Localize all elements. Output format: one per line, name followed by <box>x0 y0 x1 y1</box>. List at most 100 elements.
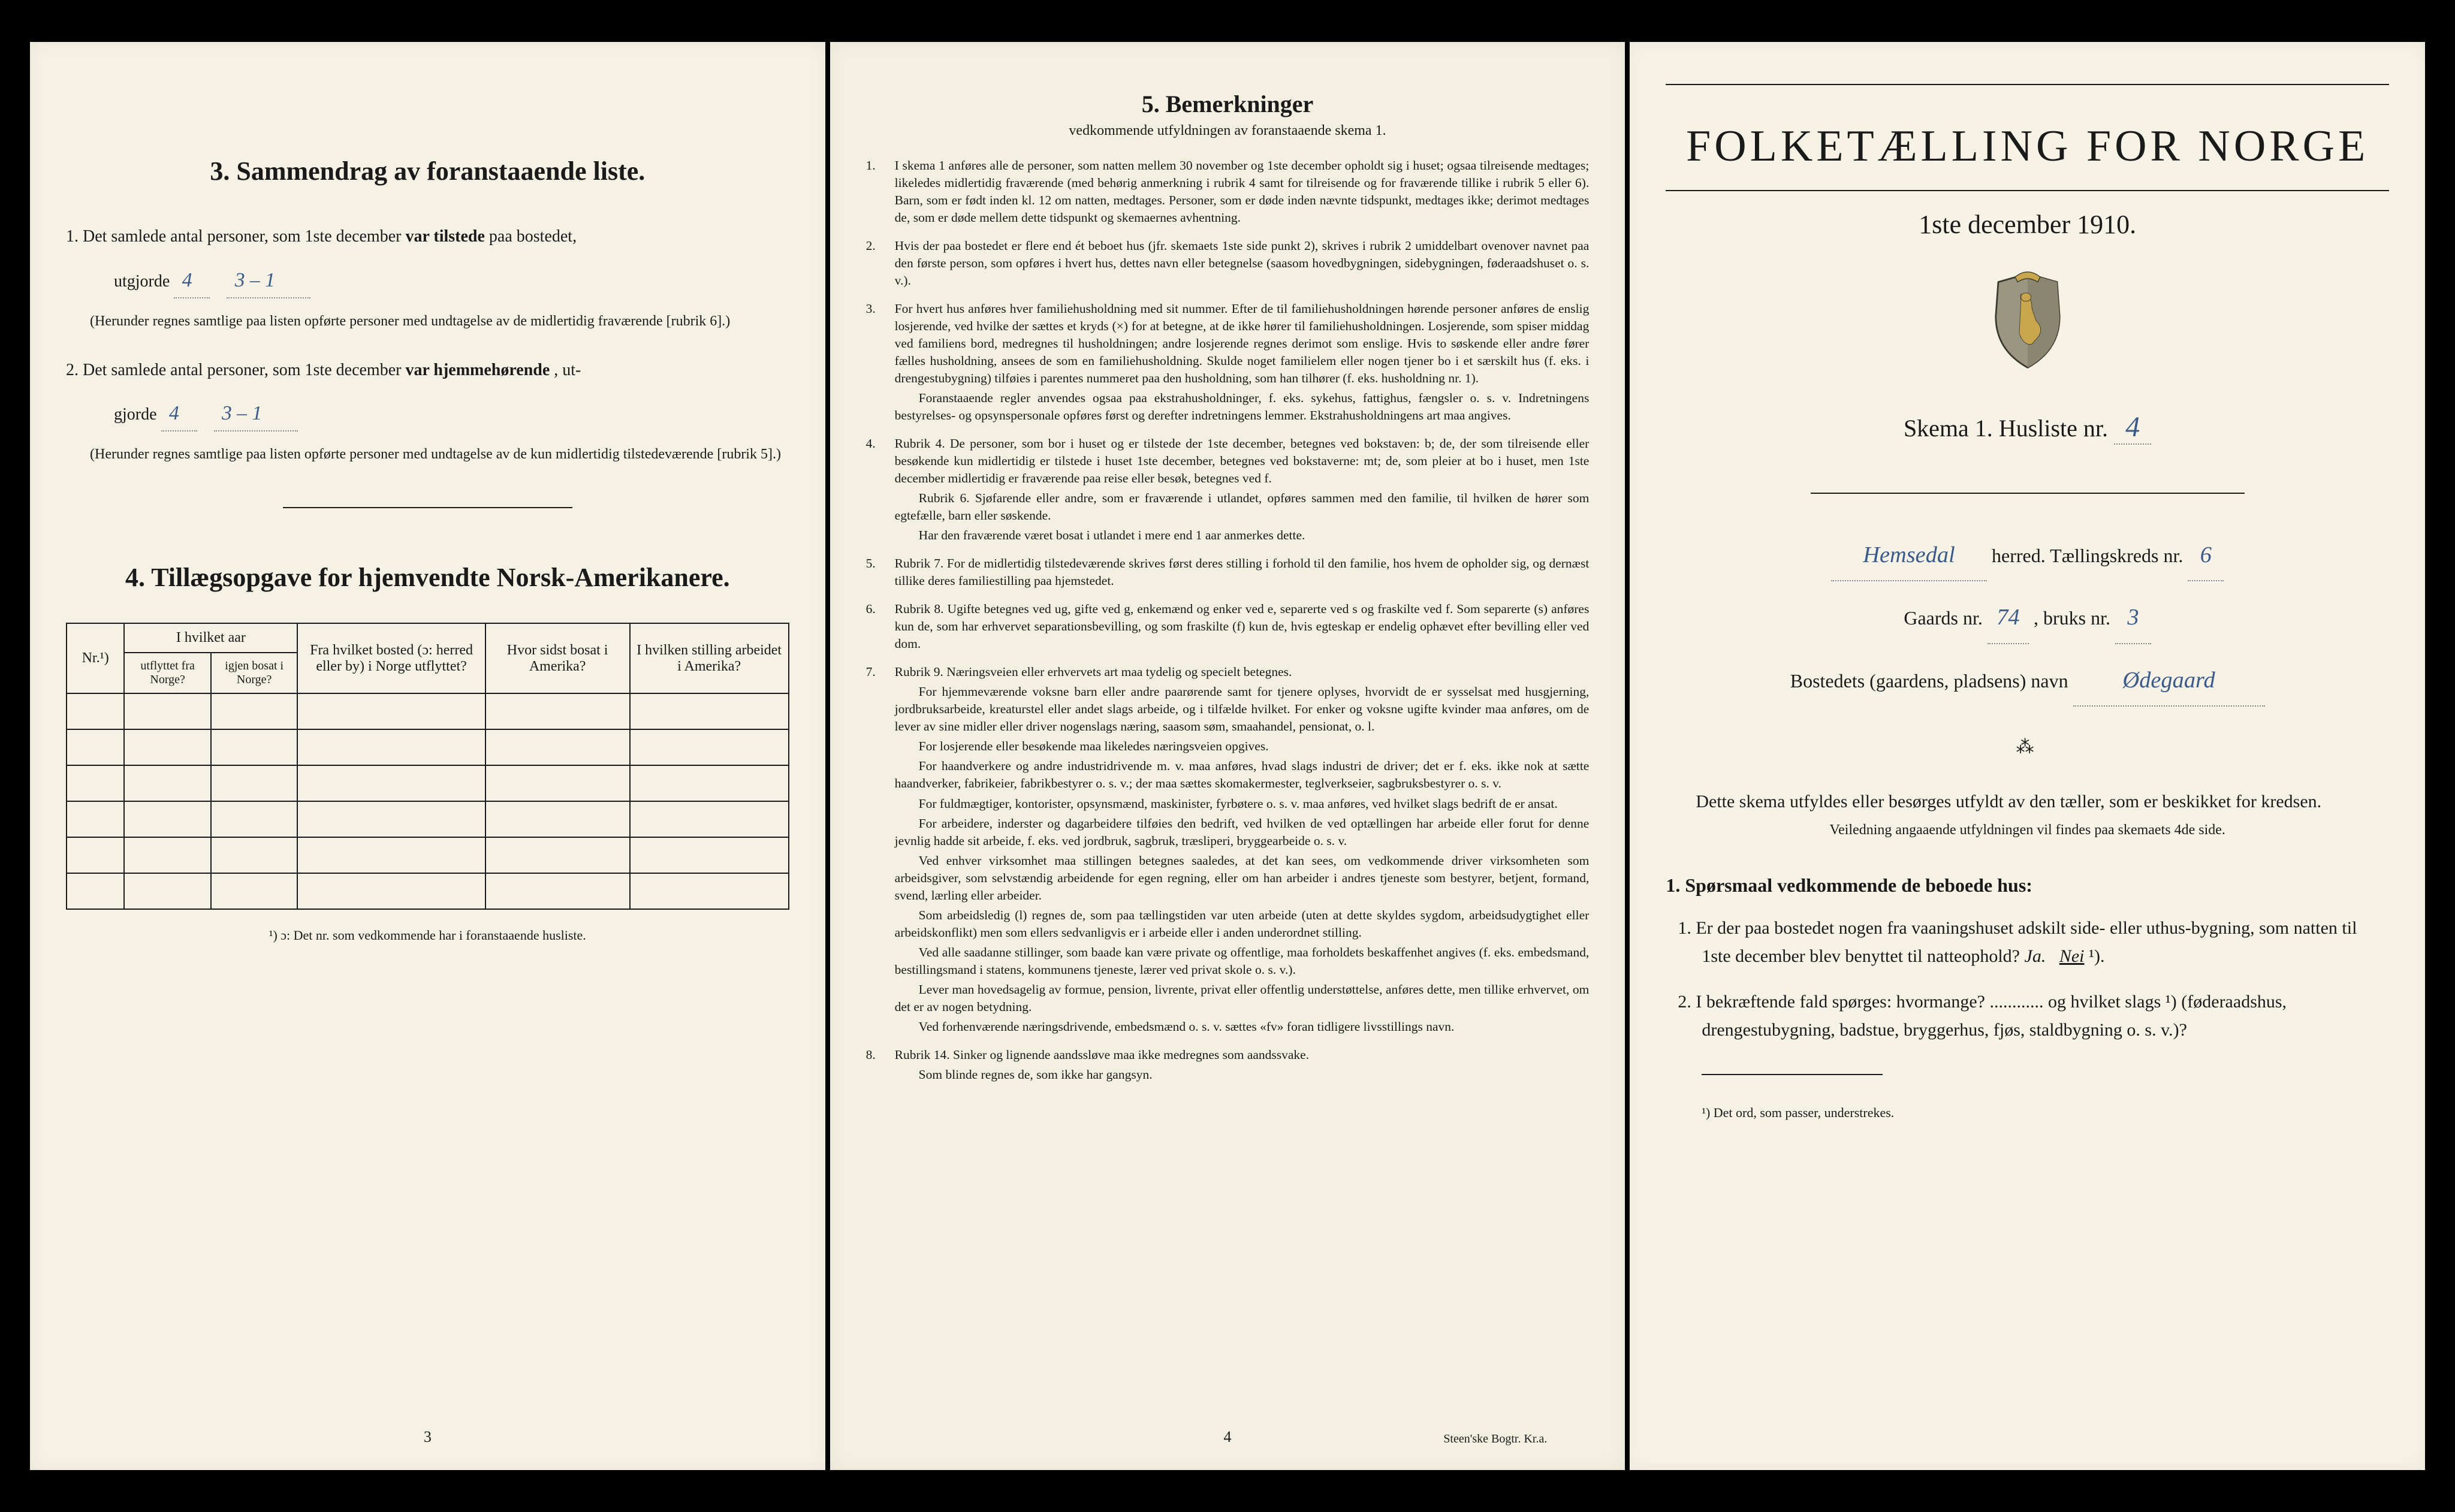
rule-text: Rubrik 4. De personer, som bor i huset o… <box>895 436 1590 485</box>
rule-number: 5. <box>866 555 876 572</box>
rule-item: 6.Rubrik 8. Ugifte betegnes ved ug, gift… <box>866 600 1590 653</box>
page-3: 3. Sammendrag av foranstaaende liste. 1.… <box>30 42 825 1470</box>
census-date: 1ste december 1910. <box>1666 209 2389 240</box>
rule-paragraph: For hjemmeværende voksne barn eller andr… <box>895 683 1590 735</box>
rule-paragraph: For fuldmægtiger, kontorister, opsynsmæn… <box>895 795 1590 813</box>
summary-item-1-value: utgjorde 4 3 – 1 <box>66 263 789 298</box>
col-work: I hvilken stilling arbeidet i Amerika? <box>630 623 789 693</box>
question-2: 2. I bekræftende fald spørges: hvormange… <box>1666 988 2389 1044</box>
text: 1. Er der paa bostedet nogen fra vaaning… <box>1678 918 2357 966</box>
summary-item-2-value: gjorde 4 3 – 1 <box>66 396 789 431</box>
rule-paragraph: For haandverkere og andre industridriven… <box>895 757 1590 792</box>
table-cell <box>297 873 485 909</box>
rule-item: 2. Hvis der paa bostedet er flere end ét … <box>866 237 1590 289</box>
rule-extra: Rubrik 6. Sjøfarende eller andre, som er… <box>895 490 1590 524</box>
label: Gaards nr. <box>1904 607 1983 629</box>
rule-item: 5. Rubrik 7. For de midlertidig tilstedev… <box>866 555 1590 590</box>
rule-text: Rubrik 7. For de midlertidig tilstedevær… <box>895 556 1590 588</box>
col-years: I hvilket aar <box>124 623 297 653</box>
table-cell <box>630 837 789 873</box>
filling-instruction: Dette skema utfyldes eller besørges utfy… <box>1666 787 2389 816</box>
rules-list: 1.I skema 1 anføres alle de personer, so… <box>866 157 1590 1084</box>
summary-item-1-note: (Herunder regnes samtlige paa listen opf… <box>66 310 789 332</box>
rule-text: Hvis der paa bostedet er flere end ét be… <box>895 239 1590 288</box>
table-cell <box>67 729 124 765</box>
table-cell <box>485 729 630 765</box>
bruks-nr: 3 <box>2115 592 2151 644</box>
table-cell <box>124 693 211 729</box>
divider <box>1702 1074 1883 1075</box>
table-cell <box>211 837 298 873</box>
rule-paragraph: Ved alle saadanne stillinger, som baade … <box>895 944 1590 979</box>
table-cell <box>67 801 124 837</box>
rule-text: Rubrik 14. Sinker og lignende aandssløve… <box>895 1048 1309 1062</box>
table-row <box>67 873 789 909</box>
rule-extra: Har den fraværende været bosat i utlande… <box>895 527 1590 544</box>
emigrant-table: Nr.¹) I hvilket aar Fra hvilket bosted (… <box>66 623 789 910</box>
table-cell <box>485 837 630 873</box>
table-cell <box>630 873 789 909</box>
filling-instruction-sub: Veiledning angaaende utfyldningen vil fi… <box>1666 822 2389 838</box>
table-cell <box>211 801 298 837</box>
col-year-back: igjen bosat i Norge? <box>211 653 298 693</box>
table-row <box>67 801 789 837</box>
rule-paragraph: For arbeidere, inderster og dagarbeidere… <box>895 815 1590 850</box>
rule-number: 8. <box>866 1046 876 1064</box>
rule-item: 4.Rubrik 4. De personer, som bor i huset… <box>866 435 1590 544</box>
table-cell <box>297 837 485 873</box>
section-5-subtitle: vedkommende utfyldningen av foranstaaend… <box>866 123 1590 139</box>
table-cell <box>211 873 298 909</box>
text-bold: var tilstede <box>405 227 484 246</box>
col-year-out: utflyttet fra Norge? <box>124 653 211 693</box>
page-cover: FOLKETÆLLING FOR NORGE 1ste december 191… <box>1630 42 2425 1470</box>
table-cell <box>630 801 789 837</box>
husliste-nr: 4 <box>2114 411 2151 445</box>
rule-text: For hvert hus anføres hver familiehushol… <box>895 301 1590 385</box>
table-cell <box>67 765 124 801</box>
rule-number: 1. <box>866 157 876 174</box>
summary-item-2: 2. Det samlede antal personer, som 1ste … <box>66 356 789 385</box>
question-heading: 1. Spørsmaal vedkommende de beboede hus: <box>1666 874 2389 897</box>
table-row <box>67 765 789 801</box>
table-cell <box>67 693 124 729</box>
col-from: Fra hvilket bosted (ɔ: herred eller by) … <box>297 623 485 693</box>
table-body <box>67 693 789 909</box>
text: 1. Det samlede antal personer, som 1ste … <box>66 227 405 246</box>
text: 2. Det samlede antal personer, som 1ste … <box>66 361 405 379</box>
text: paa bostedet, <box>489 227 577 246</box>
divider <box>1811 493 2245 494</box>
sup: ¹). <box>2089 946 2104 966</box>
rule-text: Rubrik 9. Næringsveien eller erhvervets … <box>895 665 1292 679</box>
gaard-row: Gaards nr. 74 , bruks nr. 3 <box>1666 592 2389 644</box>
table-cell <box>211 693 298 729</box>
divider <box>283 507 572 508</box>
printer-imprint: Steen'ske Bogtr. Kr.a. <box>1443 1432 1547 1446</box>
herred-row: Hemsedal herred. Tællingskreds nr. 6 <box>1666 530 2389 581</box>
rule-number: 3. <box>866 300 876 318</box>
page-4: 5. Bemerkninger vedkommende utfyldningen… <box>830 42 1625 1470</box>
rule-paragraph: For losjerende eller besøkende maa likel… <box>895 738 1590 755</box>
table-cell <box>211 729 298 765</box>
section-3-title: 3. Sammendrag av foranstaaende liste. <box>66 156 789 186</box>
table-cell <box>297 693 485 729</box>
table-cell <box>630 765 789 801</box>
table-cell <box>211 765 298 801</box>
handwritten-value: 4 <box>161 396 197 431</box>
page-number: 3 <box>424 1428 432 1446</box>
handwritten-value: 3 – 1 <box>227 263 310 298</box>
table-cell <box>124 765 211 801</box>
table-cell <box>124 801 211 837</box>
text-bold: var hjemmehørende <box>405 361 550 379</box>
table-row <box>67 729 789 765</box>
section-5-title: 5. Bemerkninger <box>866 90 1590 118</box>
rule-paragraph: Lever man hovedsagelig av formue, pensio… <box>895 981 1590 1016</box>
top-rule <box>1666 84 2389 85</box>
rule-number: 2. <box>866 237 876 255</box>
rule-paragraph: Ved forhenværende næringsdrivende, embed… <box>895 1018 1590 1036</box>
handwritten-value: 3 – 1 <box>214 396 298 431</box>
table-cell <box>124 729 211 765</box>
rule-number: 6. <box>866 600 876 618</box>
table-cell <box>485 693 630 729</box>
label: utgjorde <box>114 272 170 291</box>
text: , ut- <box>554 361 581 379</box>
